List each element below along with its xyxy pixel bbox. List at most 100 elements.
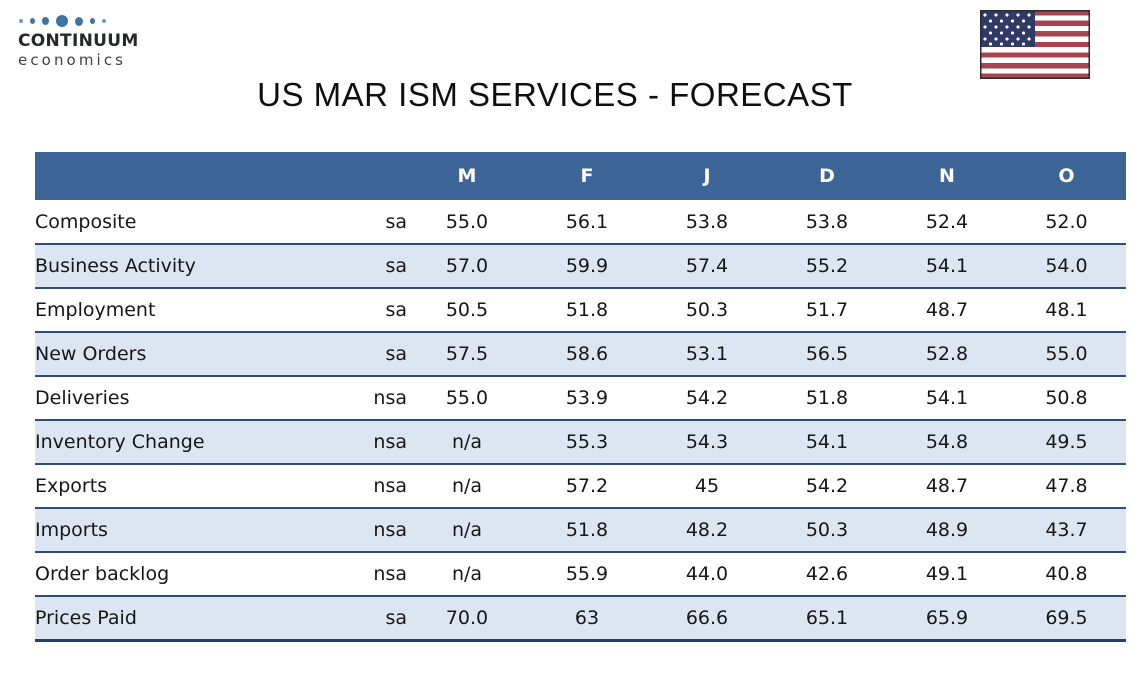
value-cell: 55.0 <box>1045 343 1088 365</box>
row-label: Composite <box>35 210 137 233</box>
value-cell: 55.0 <box>445 387 489 409</box>
value-cell: 54.1 <box>805 431 849 453</box>
table-row-prices-paid: Prices Paid sa 70.0 63 66.6 65.1 65.9 69… <box>35 596 1126 640</box>
value-cell: 54.0 <box>1045 255 1088 277</box>
value-cell: 53.9 <box>565 387 609 409</box>
table-row-composite: Composite sa 55.0 56.1 53.8 53.8 52.4 52… <box>35 200 1126 244</box>
table-row-order-backlog: Order backlog nsa n/a 55.9 44.0 42.6 49.… <box>35 552 1126 596</box>
value-cell: 52.0 <box>1045 210 1088 233</box>
value-cell: 44.0 <box>685 563 729 585</box>
value-cell: n/a <box>451 519 483 541</box>
value-cell: 69.5 <box>1045 606 1088 629</box>
logo-dot <box>56 15 68 27</box>
value-cell: 57.0 <box>445 255 489 277</box>
row-label: Order backlog <box>35 563 170 585</box>
logo-dot <box>102 19 106 23</box>
value-cell: 50.3 <box>685 299 729 321</box>
page-title: US MAR ISM SERVICES - FORECAST <box>257 76 853 113</box>
column-header-j: J <box>647 152 767 200</box>
value-cell: 53.8 <box>685 210 729 233</box>
row-label: Inventory Change <box>35 431 205 453</box>
value-cell: 65.1 <box>805 606 849 629</box>
table-row-exports: Exports nsa n/a 57.2 45 54.2 48.7 47.8 <box>35 464 1126 508</box>
value-cell: 54.1 <box>925 387 969 409</box>
value-cell: 56.1 <box>565 210 609 233</box>
logo-dot <box>90 18 95 24</box>
value-cell: 53.1 <box>685 343 729 365</box>
adjustment-cell: nsa <box>373 563 407 585</box>
value-cell: 51.7 <box>805 299 849 321</box>
header-adj-cell <box>325 152 407 200</box>
value-cell: 54.8 <box>925 431 969 453</box>
logo-dot <box>42 17 49 25</box>
value-cell: 51.8 <box>565 299 609 321</box>
row-label: Imports <box>35 519 108 541</box>
adjustment-cell: nsa <box>373 387 407 409</box>
adjustment-cell: sa <box>385 210 407 233</box>
value-cell: 54.1 <box>925 255 969 277</box>
logo-dot <box>75 16 83 26</box>
value-cell: 55.2 <box>805 255 849 277</box>
logo-dot <box>30 18 35 24</box>
value-cell: 52.8 <box>925 343 969 365</box>
value-cell: 55.0 <box>445 210 489 233</box>
value-cell: 54.2 <box>805 475 849 497</box>
value-cell: 53.8 <box>805 210 849 233</box>
value-cell: 52.4 <box>925 210 969 233</box>
value-cell: 40.8 <box>1045 563 1088 585</box>
value-cell: 50.5 <box>445 299 489 321</box>
value-cell: 54.3 <box>685 431 729 453</box>
value-cell: 66.6 <box>685 606 729 629</box>
row-label: Deliveries <box>35 387 130 409</box>
value-cell: 56.5 <box>805 343 849 365</box>
table-row-imports: Imports nsa n/a 51.8 48.2 50.3 48.9 43.7 <box>35 508 1126 552</box>
value-cell: 51.8 <box>805 387 849 409</box>
adjustment-cell: nsa <box>373 475 407 497</box>
value-cell: 57.5 <box>445 343 489 365</box>
value-cell: 59.9 <box>565 255 609 277</box>
forecast-table: M F J D N O Composite sa 55.0 56.1 53.8 … <box>35 152 1126 642</box>
value-cell: 65.9 <box>925 606 969 629</box>
value-cell: 49.5 <box>1045 431 1088 453</box>
value-cell: 48.1 <box>1045 299 1088 321</box>
column-header-n: N <box>887 152 1007 200</box>
table-row-new-orders: New Orders sa 57.5 58.6 53.1 56.5 52.8 5… <box>35 332 1126 376</box>
value-cell: n/a <box>451 563 483 585</box>
column-header-d: D <box>767 152 887 200</box>
adjustment-cell: sa <box>385 343 407 365</box>
header-label-cell <box>35 152 325 200</box>
value-cell: 43.7 <box>1045 519 1088 541</box>
value-cell: 55.9 <box>565 563 609 585</box>
forecast-table-container: M F J D N O Composite sa 55.0 56.1 53.8 … <box>35 152 1126 642</box>
value-cell: 57.2 <box>565 475 609 497</box>
value-cell: 42.6 <box>805 563 849 585</box>
adjustment-cell: nsa <box>373 519 407 541</box>
row-label: Prices Paid <box>35 606 137 629</box>
adjustment-cell: sa <box>385 606 407 629</box>
table-header-row: M F J D N O <box>35 152 1126 200</box>
column-header-f: F <box>527 152 647 200</box>
row-label: Business Activity <box>35 255 196 277</box>
value-cell: 63 <box>574 606 600 629</box>
adjustment-cell: nsa <box>373 431 407 453</box>
value-cell: 48.2 <box>685 519 729 541</box>
table-row-deliveries: Deliveries nsa 55.0 53.9 54.2 51.8 54.1 … <box>35 376 1126 420</box>
adjustment-cell: sa <box>385 299 407 321</box>
row-label: New Orders <box>35 343 147 365</box>
value-cell: 50.8 <box>1045 387 1088 409</box>
adjustment-cell: sa <box>385 255 407 277</box>
table-row-employment: Employment sa 50.5 51.8 50.3 51.7 48.7 4… <box>35 288 1126 332</box>
table-row-business-activity: Business Activity sa 57.0 59.9 57.4 55.2… <box>35 244 1126 288</box>
value-cell: n/a <box>451 475 483 497</box>
value-cell: 45 <box>694 475 720 497</box>
value-cell: 57.4 <box>685 255 729 277</box>
value-cell: 55.3 <box>565 431 609 453</box>
value-cell: 54.2 <box>685 387 729 409</box>
table-row-inventory-change: Inventory Change nsa n/a 55.3 54.3 54.1 … <box>35 420 1126 464</box>
column-header-o: O <box>1007 152 1126 200</box>
value-cell: 49.1 <box>925 563 969 585</box>
row-label: Exports <box>35 475 108 497</box>
logo-subtitle: economics <box>18 51 127 69</box>
logo-dot <box>19 19 23 23</box>
